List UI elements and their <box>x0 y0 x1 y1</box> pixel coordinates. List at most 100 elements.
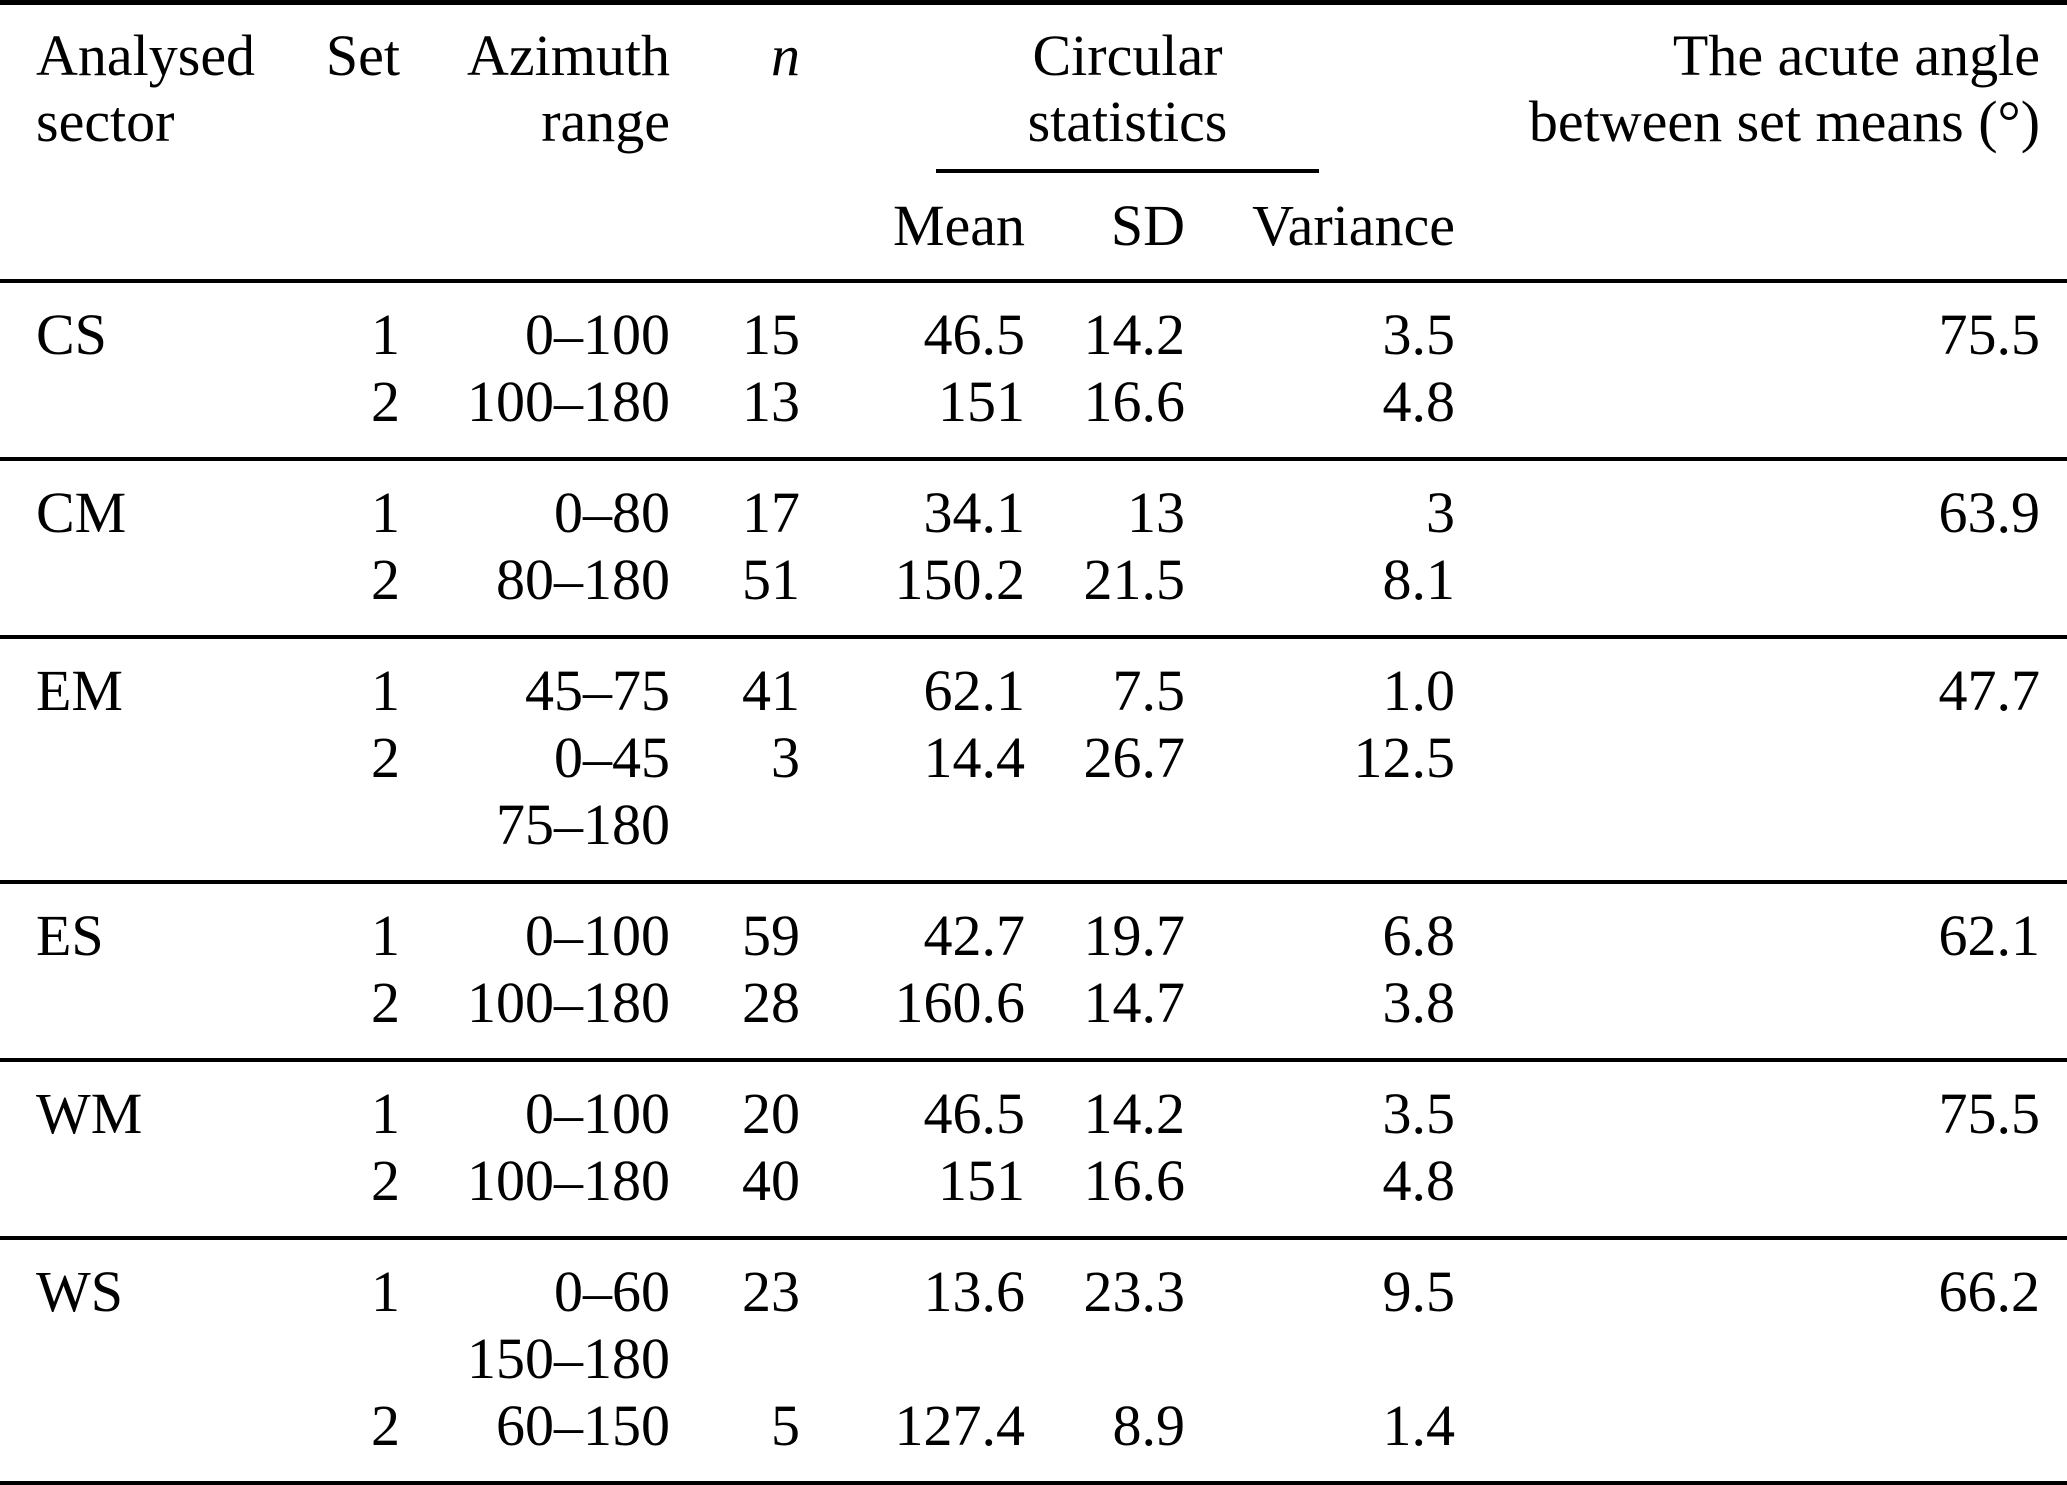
header-n: n <box>771 23 800 88</box>
cell-mean: 151 <box>938 1148 1025 1213</box>
table-row: 75–180 <box>0 791 2067 882</box>
table-header: Analysed sector Set Azimuth range n Circ… <box>0 3 2067 283</box>
cell-variance: 3.8 <box>1382 970 1456 1035</box>
cell-n: 41 <box>670 635 800 724</box>
cell-mean: 34.1 <box>800 457 1025 546</box>
table-row: EM 1 45–75 41 62.1 7.5 1.0 47.7 <box>0 635 2067 724</box>
cell-sector: WM <box>0 1058 300 1147</box>
header-row-top: Analysed sector Set Azimuth range n Circ… <box>0 3 2067 174</box>
cell-acute-angle <box>1455 791 2067 882</box>
cell-mean: 46.5 <box>800 279 1025 368</box>
cell-sector <box>0 724 300 791</box>
cell-azimuth-range: 0–100 <box>400 1058 670 1147</box>
cell-azimuth-range: 80–180 <box>496 547 670 612</box>
cell-sector <box>0 1325 300 1392</box>
cell-variance: 9.5 <box>1185 1236 1456 1325</box>
cell-mean: 62.1 <box>800 635 1025 724</box>
cell-variance: 3 <box>1185 457 1456 546</box>
table-row: ES 1 0–100 59 42.7 19.7 6.8 62.1 <box>0 880 2067 969</box>
header-sd: SD <box>1025 173 1185 283</box>
header-circular-line2: statistics <box>1027 89 1228 154</box>
table-row: 2 100–180 28 160.6 14.7 3.8 <box>0 969 2067 1060</box>
circular-statistics-group: Circular statistics <box>935 23 1320 173</box>
cell-azimuth-range: 0–80 <box>400 457 670 546</box>
cell-mean: 127.4 <box>894 1393 1026 1458</box>
cell-sd: 13 <box>1025 457 1185 546</box>
cell-azimuth-range: 100–180 <box>467 1148 670 1213</box>
cell-azimuth-range: 100–180 <box>467 369 670 434</box>
header-set: Set <box>325 23 400 88</box>
cell-n <box>670 791 800 882</box>
cell-set: 2 <box>371 725 400 790</box>
cell-set: 2 <box>371 970 400 1035</box>
header-variance: Variance <box>1185 173 1456 283</box>
cell-azimuth-range: 60–150 <box>496 1393 670 1458</box>
cell-mean: 160.6 <box>894 970 1026 1035</box>
cell-acute-angle: 63.9 <box>1455 457 2067 546</box>
table-row: CS 1 0–100 15 46.5 14.2 3.5 75.5 <box>0 279 2067 368</box>
cell-mean: 150.2 <box>894 547 1026 612</box>
table-row: CM 1 0–80 17 34.1 13 3 63.9 <box>0 457 2067 546</box>
cell-acute-angle <box>1455 1392 2067 1483</box>
cell-acute-angle: 47.7 <box>1455 635 2067 724</box>
table-row: 150–180 <box>0 1325 2067 1392</box>
cell-sector <box>0 1147 300 1238</box>
header-azimuth-range: Azimuth range <box>400 3 670 174</box>
cell-set: 1 <box>300 1236 400 1325</box>
cell-sector: CS <box>0 279 300 368</box>
cell-acute-angle <box>1455 1325 2067 1392</box>
cell-sd: 14.2 <box>1025 279 1185 368</box>
header-azimuth-line1: Azimuth <box>467 23 670 88</box>
table-row: 2 80–180 51 150.2 21.5 8.1 <box>0 546 2067 637</box>
cell-sd: 16.6 <box>1083 369 1186 434</box>
cell-set: 1 <box>300 880 400 969</box>
cell-azimuth-range: 0–100 <box>400 880 670 969</box>
table-row: WS 1 0–60 23 13.6 23.3 9.5 66.2 <box>0 1236 2067 1325</box>
cell-set: 1 <box>300 1058 400 1147</box>
cell-variance: 4.8 <box>1382 369 1456 434</box>
cell-set: 2 <box>371 547 400 612</box>
cell-variance <box>1185 791 1455 882</box>
header-spacer-n <box>670 173 800 283</box>
cell-variance: 8.1 <box>1382 547 1456 612</box>
cell-n: 13 <box>742 369 800 434</box>
cell-sd: 23.3 <box>1025 1236 1185 1325</box>
table-row: WM 1 0–100 20 46.5 14.2 3.5 75.5 <box>0 1058 2067 1147</box>
cell-variance: 4.8 <box>1382 1148 1456 1213</box>
cell-acute-angle: 66.2 <box>1455 1236 2067 1325</box>
cell-mean: 46.5 <box>800 1058 1025 1147</box>
cell-set <box>300 791 400 882</box>
header-spacer-azimuth <box>400 173 670 283</box>
table-body: CS 1 0–100 15 46.5 14.2 3.5 75.5 2 100–180 13 151 16… <box>0 279 2067 1483</box>
cell-set: 1 <box>300 457 400 546</box>
cell-n: 28 <box>742 970 800 1035</box>
cell-azimuth-range: 0–60 <box>400 1236 670 1325</box>
cell-azimuth-range: 45–75 <box>400 635 670 724</box>
cell-n: 15 <box>670 279 800 368</box>
cell-mean <box>800 1325 1025 1392</box>
cell-azimuth-range: 150–180 <box>467 1326 670 1391</box>
cell-acute-angle <box>1455 969 2067 1060</box>
cell-sd: 26.7 <box>1083 725 1186 790</box>
cell-sector: ES <box>0 880 300 969</box>
header-analysed-sector-line2: sector <box>36 89 175 154</box>
cell-sector: WS <box>0 1236 300 1325</box>
cell-sector: EM <box>0 635 300 724</box>
cell-sector <box>0 1392 300 1483</box>
header-spacer-sector <box>0 173 300 283</box>
cell-mean: 151 <box>938 369 1025 434</box>
cell-acute-angle <box>1455 546 2067 637</box>
cell-variance: 12.5 <box>1353 725 1456 790</box>
cell-acute-angle: 75.5 <box>1455 279 2067 368</box>
header-azimuth-line2: range <box>541 89 670 154</box>
header-spacer-angle <box>1455 173 2067 283</box>
header-analysed-sector: Analysed sector <box>0 3 300 174</box>
cell-acute-angle: 62.1 <box>1455 880 2067 969</box>
cell-variance: 1.0 <box>1185 635 1456 724</box>
cell-acute-angle <box>1455 1147 2067 1238</box>
cell-azimuth-range: 0–45 <box>554 725 670 790</box>
cell-sd: 19.7 <box>1025 880 1185 969</box>
cell-n: 40 <box>742 1148 800 1213</box>
cell-set: 2 <box>371 369 400 434</box>
